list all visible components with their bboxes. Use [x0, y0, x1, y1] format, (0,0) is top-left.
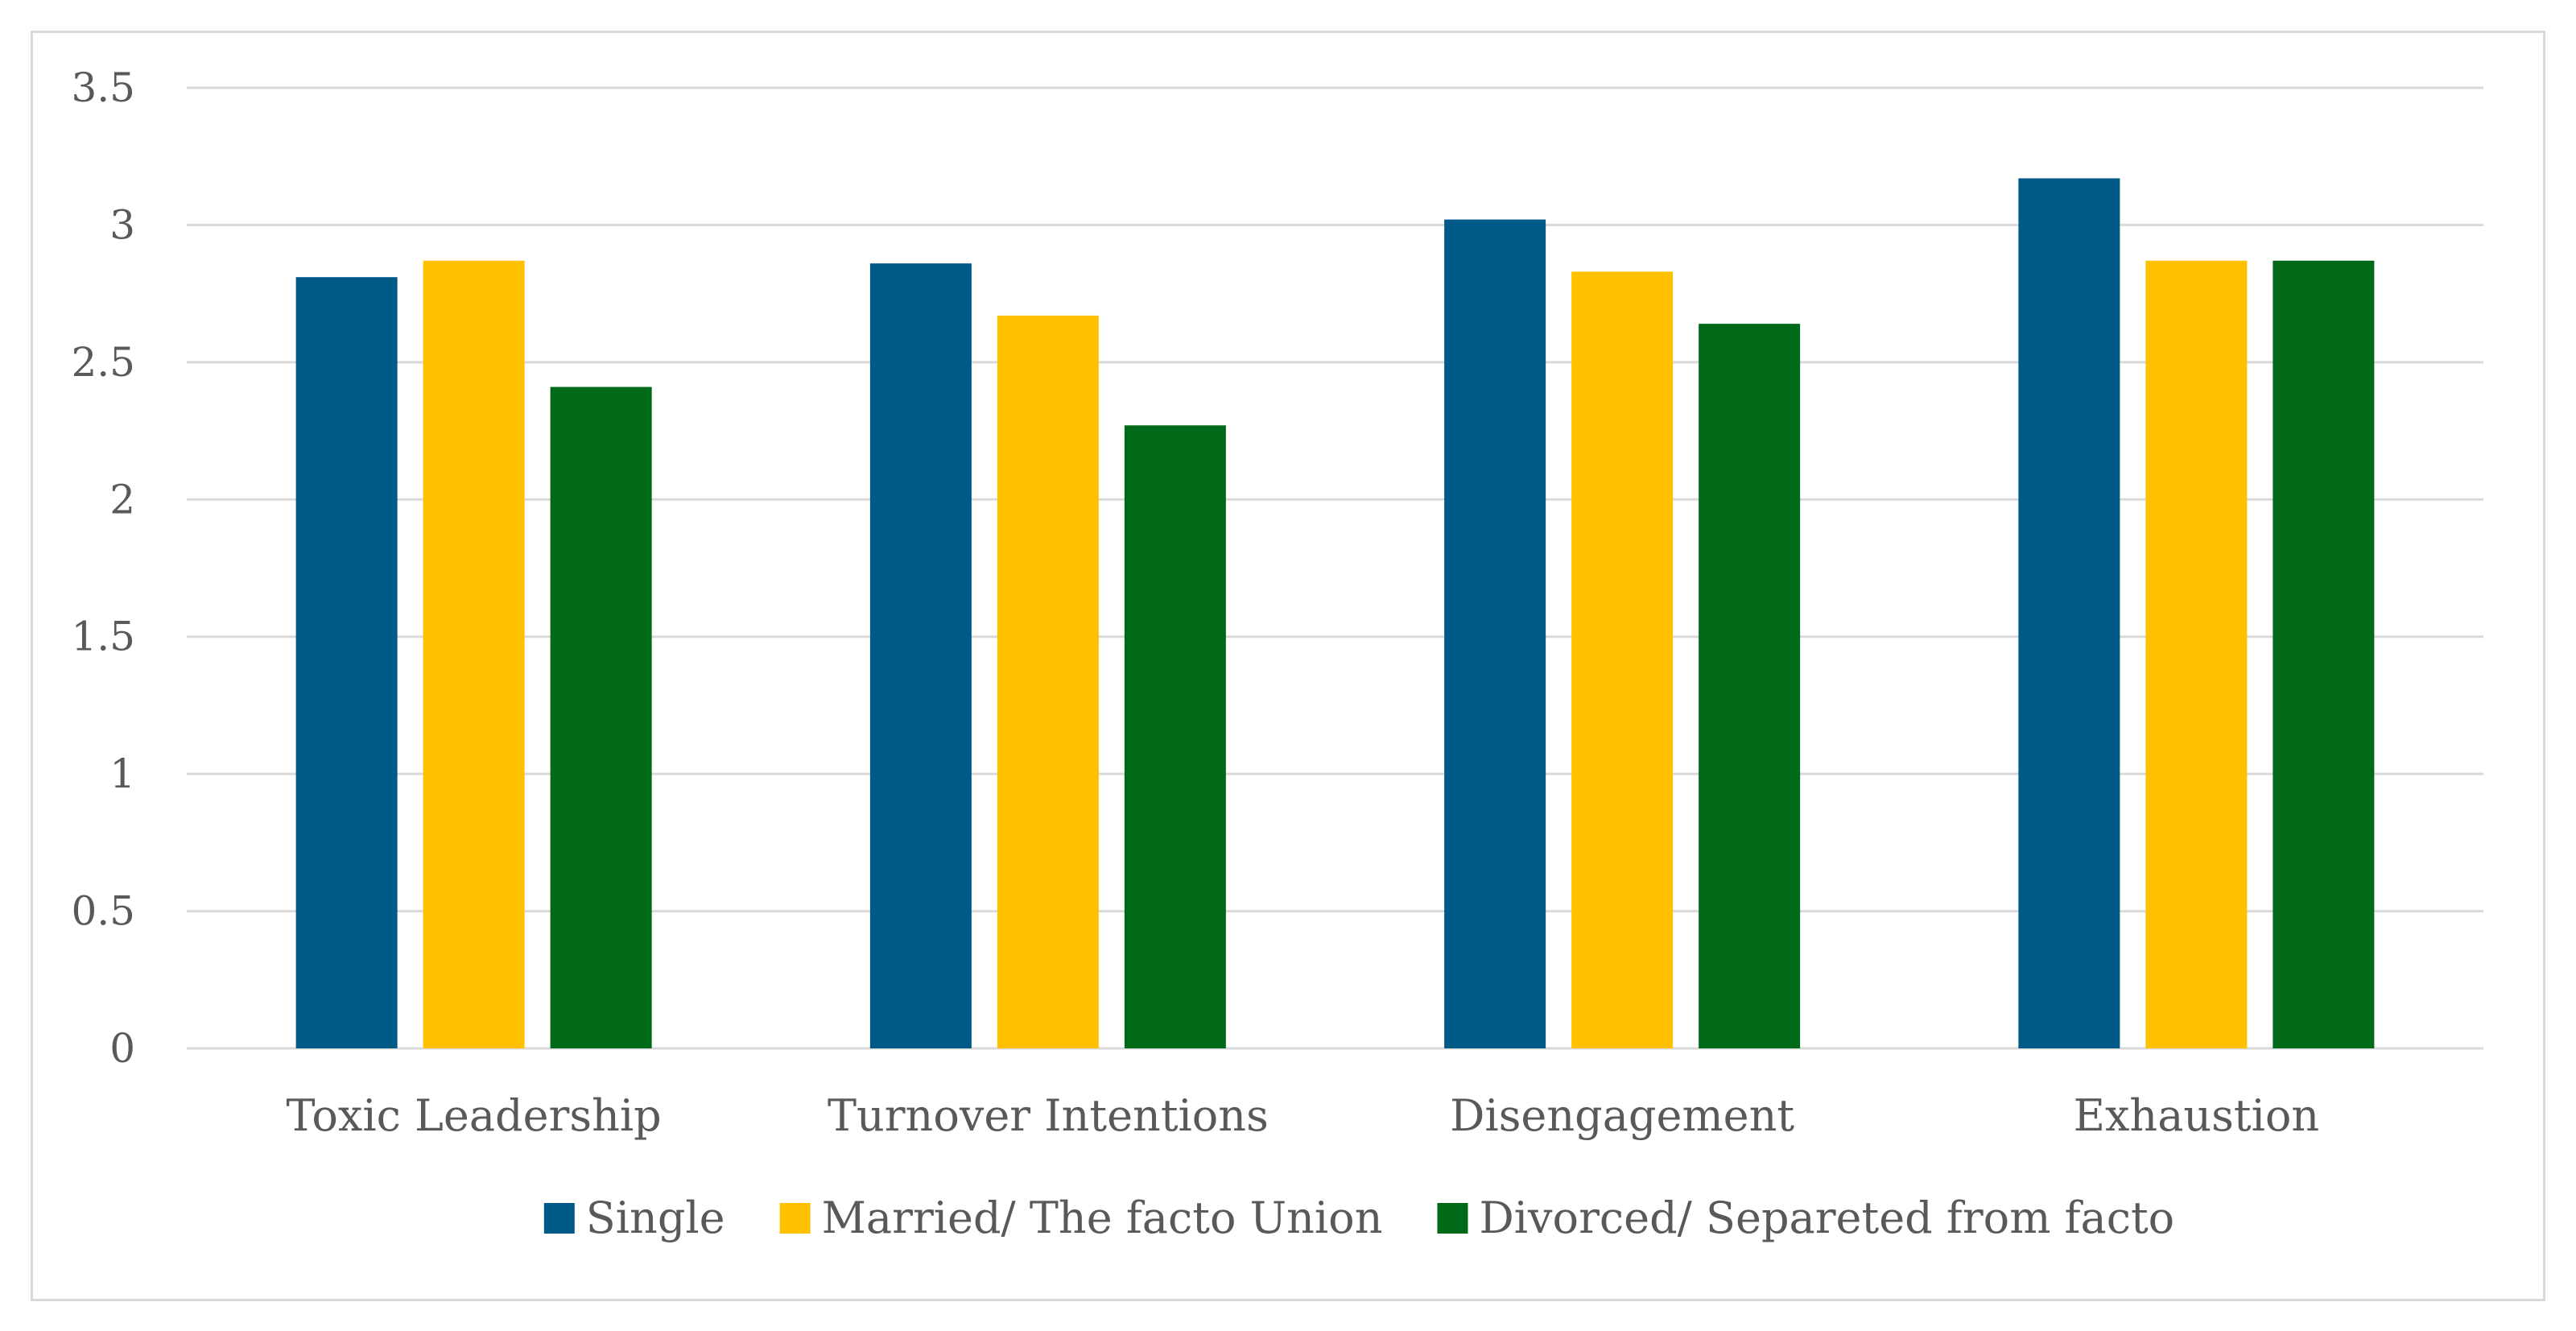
y-tick-label: 3: [109, 201, 135, 248]
y-tick-label: 1.5: [71, 614, 135, 660]
legend-swatch: [543, 1203, 575, 1234]
bar: [2273, 260, 2375, 1048]
x-category-label: Disengagement: [1450, 1090, 1794, 1141]
bar: [1571, 271, 1674, 1049]
bar: [423, 260, 525, 1048]
legend-item: Married/ The facto Union: [779, 1193, 1383, 1243]
legend-item: Single: [543, 1193, 725, 1243]
y-tick-label: 0.5: [71, 888, 135, 935]
bar: [1699, 324, 1801, 1048]
y-axis-ticks: 0 0.5 1 1.5 2 2.5 3 3.5: [71, 64, 135, 1072]
legend-label: Married/ The facto Union: [822, 1193, 1383, 1243]
x-category-label: Turnover Intentions: [828, 1090, 1269, 1141]
bar: [1124, 425, 1226, 1048]
bar: [869, 263, 972, 1048]
legend-swatch: [779, 1203, 811, 1234]
bar: [2018, 178, 2120, 1048]
bar: [997, 315, 1099, 1048]
bar: [295, 277, 398, 1049]
y-tick-label: 1: [109, 750, 135, 797]
y-tick-label: 3.5: [71, 64, 135, 111]
x-category-label: Exhaustion: [2074, 1090, 2320, 1141]
legend-label: Single: [586, 1193, 725, 1243]
y-tick-label: 0: [109, 1025, 135, 1072]
bar: [2145, 260, 2248, 1048]
legend-label: Divorced/ Separeted from facto: [1479, 1193, 2174, 1243]
bars: [295, 178, 2375, 1049]
x-category-label: Toxic Leadership: [287, 1090, 662, 1141]
y-tick-label: 2: [109, 476, 135, 523]
legend-swatch: [1437, 1203, 1468, 1234]
legend-item: Divorced/ Separeted from facto: [1437, 1193, 2174, 1243]
legend: Single Married/ The facto Union Divorced/ …: [543, 1193, 2174, 1243]
bar: [1444, 219, 1546, 1048]
gridlines: [187, 86, 2483, 1050]
bar: [550, 386, 652, 1048]
x-axis-labels: Toxic Leadership Turnover Intentions Disen…: [287, 1090, 2320, 1141]
y-tick-label: 2.5: [71, 339, 135, 386]
